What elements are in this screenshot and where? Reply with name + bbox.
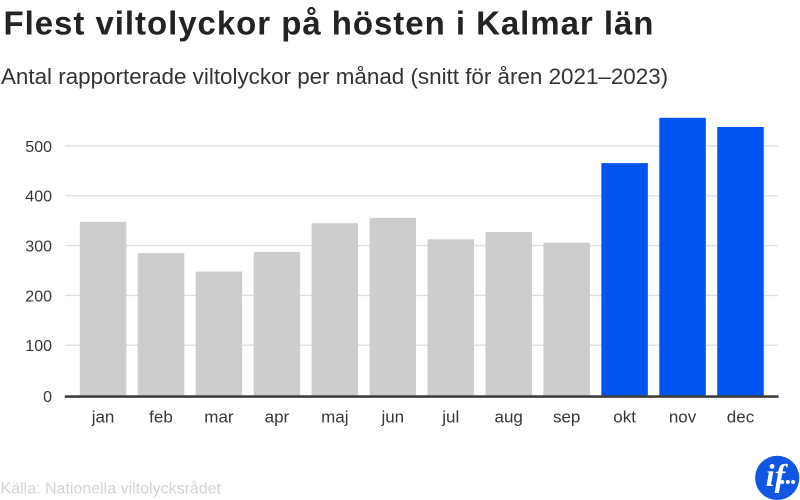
svg-text:300: 300	[25, 239, 52, 256]
svg-text:Flest viltolyckor på hösten i: Flest viltolyckor på hösten i Kalmar län	[4, 4, 655, 41]
svg-text:100: 100	[25, 338, 52, 355]
svg-text:if: if	[766, 457, 789, 493]
svg-text:okt: okt	[613, 408, 636, 427]
svg-text:Källa: Nationella viltolycksrå: Källa: Nationella viltolycksrådet	[1, 480, 222, 498]
svg-text:apr: apr	[265, 408, 290, 427]
svg-text:500: 500	[25, 139, 52, 156]
svg-text:400: 400	[25, 189, 52, 206]
svg-text:200: 200	[25, 288, 52, 305]
svg-text:Antal rapporterade viltolyckor: Antal rapporterade viltolyckor per månad…	[1, 64, 668, 89]
svg-text:jul: jul	[441, 408, 459, 427]
svg-text:aug: aug	[495, 408, 523, 427]
svg-text:mar: mar	[204, 408, 234, 427]
svg-text:maj: maj	[321, 408, 348, 427]
svg-text:jun: jun	[380, 408, 404, 427]
svg-text:jan: jan	[91, 408, 115, 427]
svg-text:0: 0	[43, 389, 52, 406]
svg-text:nov: nov	[669, 408, 697, 427]
svg-text:feb: feb	[149, 408, 173, 427]
svg-text:sep: sep	[553, 408, 580, 427]
svg-text:dec: dec	[727, 408, 755, 427]
